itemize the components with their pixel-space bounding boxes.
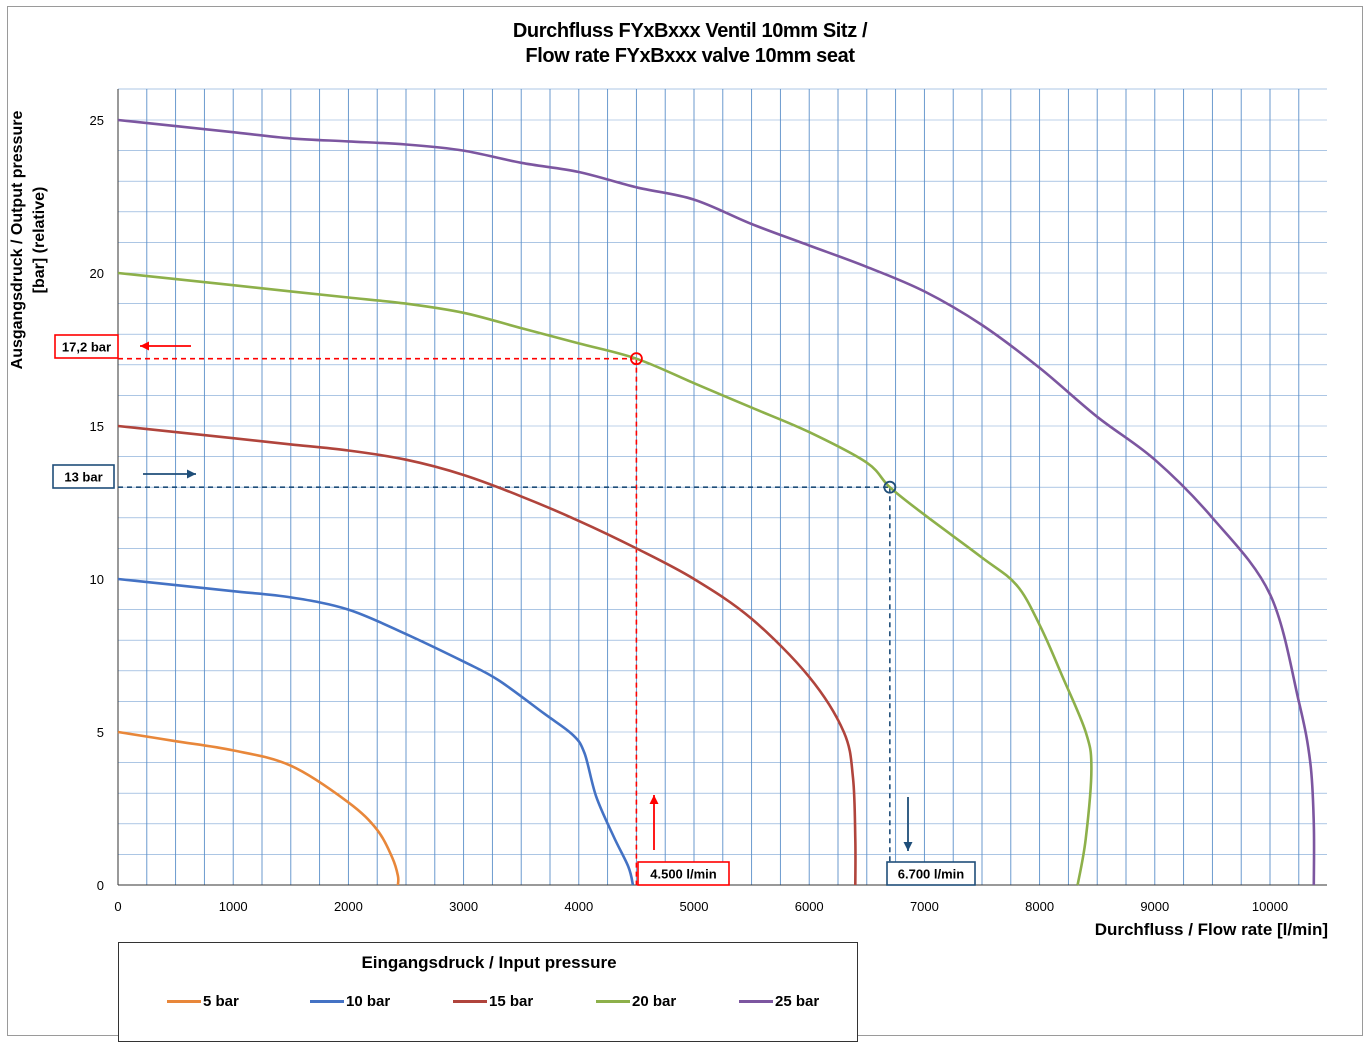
legend-item: 15 bar — [453, 993, 596, 1010]
label-4500-l-min-box — [637, 861, 730, 886]
label-4500-l-min: 4.500 l/min — [650, 867, 717, 882]
legend-title: Eingangsdruck / Input pressure — [361, 953, 617, 972]
legend-label: 5 bar — [203, 993, 239, 1010]
y-tick-label: 0 — [97, 878, 104, 893]
x-tick-label: 7000 — [910, 899, 939, 914]
y-tick-label: 10 — [90, 572, 104, 587]
legend-swatch — [739, 1000, 773, 1003]
y-tick-label: 25 — [90, 113, 104, 128]
arrow-up-red-head — [649, 795, 659, 804]
legend-label: 25 bar — [775, 993, 820, 1010]
chart-title-line1: Durchfluss FYxBxxx Ventil 10mm Sitz / — [512, 20, 868, 42]
label-17-2-bar: 17,2 bar — [62, 340, 111, 355]
legend-label: 20 bar — [632, 993, 677, 1010]
y-tick-label: 5 — [97, 725, 104, 740]
x-tick-label: 8000 — [1025, 899, 1054, 914]
marker-6700-13 — [883, 480, 897, 494]
x-tick-label: 6000 — [795, 899, 824, 914]
label-13-bar-box — [52, 464, 115, 489]
series-line-10-bar — [117, 577, 635, 886]
series-line-20-bar — [117, 271, 1093, 886]
legend: Eingangsdruck / Input pressure 5 bar 10 b… — [118, 942, 858, 1042]
legend-swatch — [167, 1000, 201, 1003]
x-tick-label: 2000 — [334, 899, 363, 914]
x-tick-label: 0 — [114, 899, 121, 914]
legend-label: 10 bar — [346, 993, 391, 1010]
chart-title-line2: Flow rate FYxBxxx valve 10mm seat — [525, 45, 855, 67]
x-tick-label: 1000 — [219, 899, 248, 914]
legend-item: 20 bar — [596, 993, 739, 1010]
series-line-5-bar — [117, 730, 400, 886]
series-line-25-bar — [117, 118, 1316, 886]
label-17-2-bar-box — [54, 334, 119, 359]
legend-item: 25 bar — [739, 993, 882, 1010]
label-6700-l-min: 6.700 l/min — [898, 867, 965, 882]
x-tick-label: 5000 — [680, 899, 709, 914]
legend-swatch — [310, 1000, 344, 1003]
arrow-right-blue-head — [187, 469, 196, 479]
y-tick-label: 15 — [90, 419, 104, 434]
x-axis-label: Durchfluss / Flow rate [l/min] — [1094, 920, 1328, 939]
legend-items: 5 bar 10 bar 15 bar 20 bar 25 bar — [167, 993, 882, 1010]
legend-item: 10 bar — [310, 993, 453, 1010]
legend-swatch — [596, 1000, 630, 1003]
legend-label: 15 bar — [489, 993, 534, 1010]
arrow-left-red-head — [140, 341, 149, 351]
marker-4500-17-2 — [630, 352, 643, 366]
x-tick-label: 10000 — [1252, 899, 1288, 914]
arrow-down-blue-head — [903, 842, 913, 851]
label-13-bar: 13 bar — [64, 470, 102, 485]
legend-item: 5 bar — [167, 993, 310, 1010]
label-6700-l-min-box — [886, 861, 976, 886]
y-tick-label: 20 — [90, 266, 104, 281]
x-tick-label: 3000 — [449, 899, 478, 914]
legend-swatch — [453, 1000, 487, 1003]
x-tick-label: 9000 — [1140, 899, 1169, 914]
series-line-15-bar — [117, 424, 857, 886]
x-tick-label: 4000 — [564, 899, 593, 914]
